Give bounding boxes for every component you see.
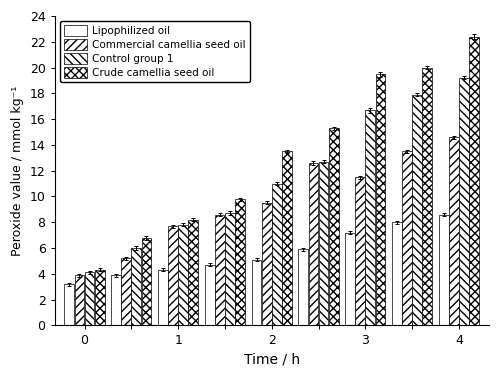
Bar	[439, 214, 448, 325]
Bar	[449, 137, 459, 325]
Bar	[74, 275, 85, 325]
Bar	[215, 214, 225, 325]
Bar	[459, 78, 469, 325]
Bar	[376, 74, 386, 325]
Bar	[298, 249, 308, 325]
Bar	[132, 248, 141, 325]
Bar	[329, 128, 338, 325]
Bar	[252, 260, 262, 325]
Bar	[84, 273, 94, 325]
Bar	[225, 213, 235, 325]
Bar	[158, 270, 168, 325]
Bar	[282, 151, 292, 325]
X-axis label: Time / h: Time / h	[244, 353, 300, 367]
Bar	[412, 95, 422, 325]
Bar	[95, 270, 104, 325]
Bar	[205, 265, 214, 325]
Bar	[366, 110, 376, 325]
Bar	[64, 284, 74, 325]
Bar	[402, 151, 412, 325]
Bar	[318, 162, 328, 325]
Bar	[168, 226, 178, 325]
Bar	[346, 232, 355, 325]
Bar	[272, 184, 281, 325]
Bar	[469, 37, 479, 325]
Bar	[308, 163, 318, 325]
Bar	[122, 258, 131, 325]
Y-axis label: Peroxide value / mmol kg⁻¹: Peroxide value / mmol kg⁻¹	[11, 85, 24, 256]
Bar	[422, 68, 432, 325]
Bar	[188, 220, 198, 325]
Bar	[178, 225, 188, 325]
Bar	[142, 238, 152, 325]
Bar	[262, 203, 272, 325]
Bar	[111, 275, 121, 325]
Bar	[392, 222, 402, 325]
Bar	[235, 199, 245, 325]
Legend: Lipophilized oil, Commercial camellia seed oil, Control group 1, Crude camellia : Lipophilized oil, Commercial camellia se…	[60, 21, 250, 82]
Bar	[356, 177, 365, 325]
